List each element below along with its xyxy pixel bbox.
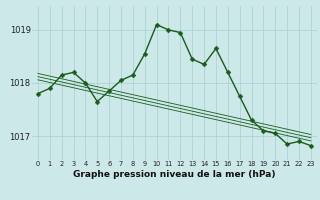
X-axis label: Graphe pression niveau de la mer (hPa): Graphe pression niveau de la mer (hPa) <box>73 170 276 179</box>
